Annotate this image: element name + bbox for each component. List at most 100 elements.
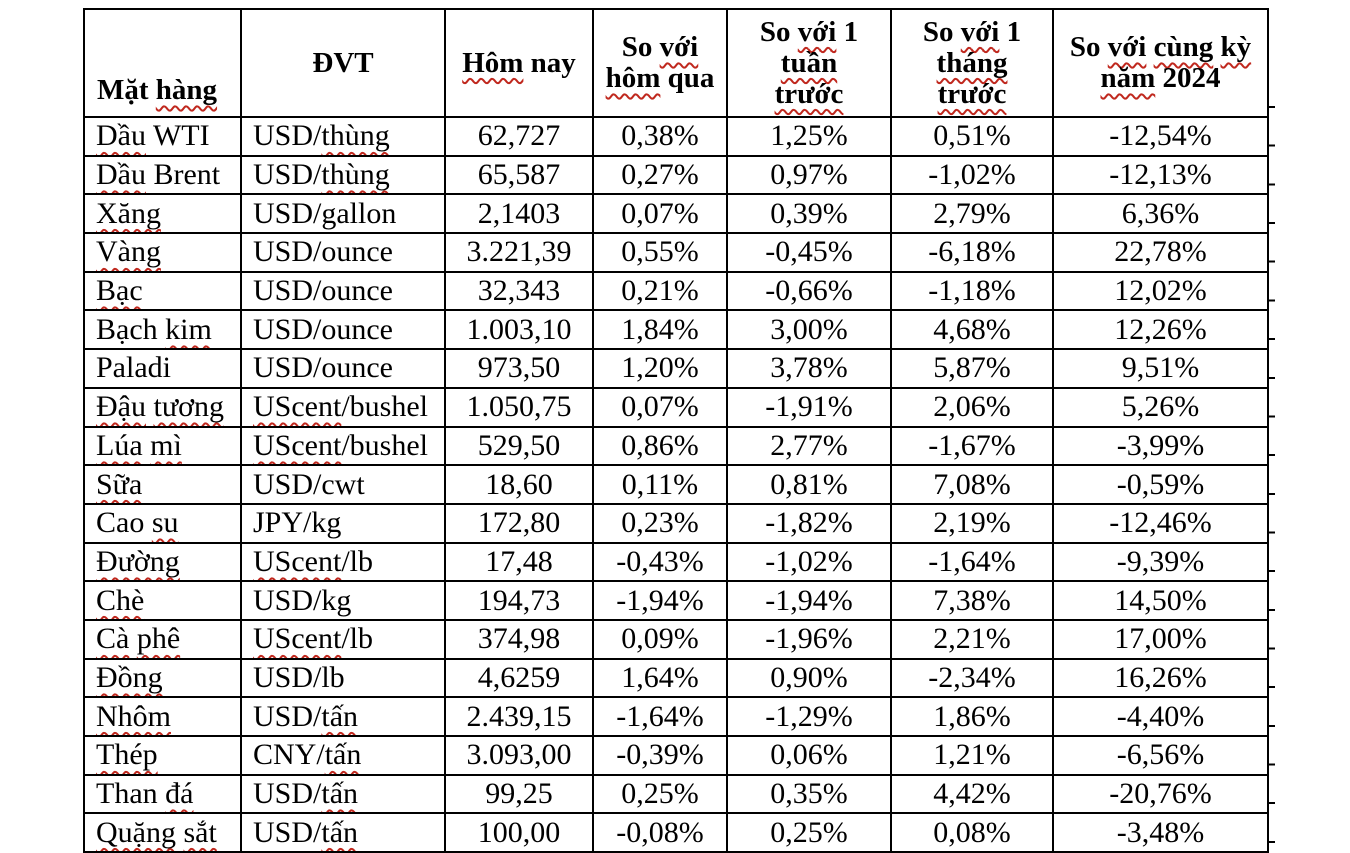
vs-month-cell: 0,08% bbox=[890, 812, 1054, 853]
vs-week-cell: -0,66% bbox=[726, 270, 892, 312]
vs-month-cell: 2,79% bbox=[890, 193, 1054, 235]
vs-yesterday-cell: 0,07% bbox=[592, 193, 728, 235]
commodity-name-cell: Cà phê bbox=[83, 618, 242, 660]
table-row: Sữa USD/cwt 18,60 0,11% 0,81% 7,08% -0,59% bbox=[83, 464, 1269, 505]
commodity-name-cell: Paladi bbox=[83, 348, 242, 389]
vs-2024-cell: -9,39% bbox=[1052, 541, 1269, 583]
vs-2024-cell: 9,51% bbox=[1052, 348, 1269, 389]
vs-yesterday-cell: 0,07% bbox=[592, 386, 728, 428]
vs-month-cell: 0,51% bbox=[890, 116, 1054, 157]
unit-cell: UScent/bushel bbox=[240, 386, 446, 428]
vs-week-cell: 0,35% bbox=[726, 773, 892, 815]
vs-2024-cell: 5,26% bbox=[1052, 386, 1269, 428]
unit-cell: USD/ounce bbox=[240, 270, 446, 312]
vs-2024-cell: -3,48% bbox=[1052, 812, 1269, 853]
vs-month-cell: -1,02% bbox=[890, 154, 1054, 196]
vs-2024-cell: -3,99% bbox=[1052, 425, 1269, 467]
vs-yesterday-cell: 0,11% bbox=[592, 464, 728, 505]
unit-cell: USD/ounce bbox=[240, 309, 446, 351]
table-row: Chè USD/kg 194,73 -1,94% -1,94% 7,38% 14,50% bbox=[83, 580, 1269, 621]
commodity-name-cell: Đường bbox=[83, 541, 242, 583]
today-cell: 3.093,00 bbox=[444, 735, 594, 776]
today-cell: 194,73 bbox=[444, 580, 594, 621]
vs-2024-cell: 6,36% bbox=[1052, 193, 1269, 235]
vs-week-cell: -1,02% bbox=[726, 541, 892, 583]
today-cell: 4,6259 bbox=[444, 657, 594, 699]
today-cell: 374,98 bbox=[444, 618, 594, 660]
vs-week-cell: 0,90% bbox=[726, 657, 892, 699]
unit-cell: USD/cwt bbox=[240, 464, 446, 505]
vs-yesterday-cell: 0,21% bbox=[592, 270, 728, 312]
vs-2024-cell: 14,50% bbox=[1052, 580, 1269, 621]
vs-month-cell: 5,87% bbox=[890, 348, 1054, 389]
table-row: Vàng USD/ounce 3.221,39 0,55% -0,45% -6,18% 22… bbox=[83, 232, 1269, 273]
vs-yesterday-cell: -0,08% bbox=[592, 812, 728, 853]
table-row: Bạc USD/ounce 32,343 0,21% -0,66% -1,18% 12,02… bbox=[83, 270, 1269, 312]
unit-cell: USD/kg bbox=[240, 580, 446, 621]
commodity-name-cell: Thép bbox=[83, 735, 242, 776]
unit-cell: USD/tấn bbox=[240, 773, 446, 815]
unit-cell: JPY/kg bbox=[240, 502, 446, 544]
column-header-today: Hôm nay bbox=[444, 8, 594, 118]
column-header-vs_yesterday: So với hôm qua bbox=[592, 8, 728, 118]
unit-cell: USD/ounce bbox=[240, 348, 446, 389]
vs-2024-cell: 12,26% bbox=[1052, 309, 1269, 351]
column-header-vs_week: So với 1 tuần trước bbox=[726, 8, 892, 118]
commodity-name-cell: Than đá bbox=[83, 773, 242, 815]
today-cell: 529,50 bbox=[444, 425, 594, 467]
vs-yesterday-cell: 0,86% bbox=[592, 425, 728, 467]
vs-2024-cell: 12,02% bbox=[1052, 270, 1269, 312]
vs-week-cell: 0,39% bbox=[726, 193, 892, 235]
vs-yesterday-cell: -0,43% bbox=[592, 541, 728, 583]
table-row: Đường UScent/lb 17,48 -0,43% -1,02% -1,64% -9,… bbox=[83, 541, 1269, 583]
table-body: Dầu WTI USD/thùng 62,727 0,38% 1,25% 0,51% -12… bbox=[83, 116, 1269, 853]
unit-cell: USD/ounce bbox=[240, 232, 446, 273]
vs-2024-cell: -0,59% bbox=[1052, 464, 1269, 505]
today-cell: 100,00 bbox=[444, 812, 594, 853]
unit-cell: USD/gallon bbox=[240, 193, 446, 235]
vs-2024-cell: 22,78% bbox=[1052, 232, 1269, 273]
column-header-name: Mặt hàng bbox=[83, 8, 242, 118]
vs-yesterday-cell: 0,09% bbox=[592, 618, 728, 660]
vs-2024-cell: -12,54% bbox=[1052, 116, 1269, 157]
vs-month-cell: 2,19% bbox=[890, 502, 1054, 544]
vs-yesterday-cell: 0,55% bbox=[592, 232, 728, 273]
vs-week-cell: 0,81% bbox=[726, 464, 892, 505]
column-header-vs_month: So với 1 tháng trước bbox=[890, 8, 1054, 118]
today-cell: 62,727 bbox=[444, 116, 594, 157]
vs-week-cell: -1,94% bbox=[726, 580, 892, 621]
today-cell: 32,343 bbox=[444, 270, 594, 312]
table-row: Đồng USD/lb 4,6259 1,64% 0,90% -2,34% 16,26% bbox=[83, 657, 1269, 699]
vs-2024-cell: 16,26% bbox=[1052, 657, 1269, 699]
vs-yesterday-cell: 0,23% bbox=[592, 502, 728, 544]
vs-week-cell: 2,77% bbox=[726, 425, 892, 467]
unit-cell: USD/thùng bbox=[240, 154, 446, 196]
vs-month-cell: -1,18% bbox=[890, 270, 1054, 312]
today-cell: 172,80 bbox=[444, 502, 594, 544]
table-row: Thép CNY/tấn 3.093,00 -0,39% 0,06% 1,21% -6,56… bbox=[83, 735, 1269, 776]
table-row: Cao su JPY/kg 172,80 0,23% -1,82% 2,19% -12,46… bbox=[83, 502, 1269, 544]
vs-yesterday-cell: -1,64% bbox=[592, 696, 728, 737]
vs-yesterday-cell: 0,25% bbox=[592, 773, 728, 815]
today-cell: 18,60 bbox=[444, 464, 594, 505]
table-row: Nhôm USD/tấn 2.439,15 -1,64% -1,29% 1,86% -4,4… bbox=[83, 696, 1269, 737]
commodity-name-cell: Dầu Brent bbox=[83, 154, 242, 196]
table-row: Xăng USD/gallon 2,1403 0,07% 0,39% 2,79% 6,36% bbox=[83, 193, 1269, 235]
vs-2024-cell: -12,13% bbox=[1052, 154, 1269, 196]
table-row: Cà phê UScent/lb 374,98 0,09% -1,96% 2,21% 17,… bbox=[83, 618, 1269, 660]
unit-cell: UScent/bushel bbox=[240, 425, 446, 467]
vs-2024-cell: -20,76% bbox=[1052, 773, 1269, 815]
vs-yesterday-cell: -0,39% bbox=[592, 735, 728, 776]
vs-month-cell: 4,42% bbox=[890, 773, 1054, 815]
commodity-name-cell: Cao su bbox=[83, 502, 242, 544]
vs-month-cell: 4,68% bbox=[890, 309, 1054, 351]
vs-2024-cell: -12,46% bbox=[1052, 502, 1269, 544]
unit-cell: UScent/lb bbox=[240, 541, 446, 583]
commodity-name-cell: Xăng bbox=[83, 193, 242, 235]
vs-week-cell: -1,29% bbox=[726, 696, 892, 737]
vs-week-cell: -1,91% bbox=[726, 386, 892, 428]
